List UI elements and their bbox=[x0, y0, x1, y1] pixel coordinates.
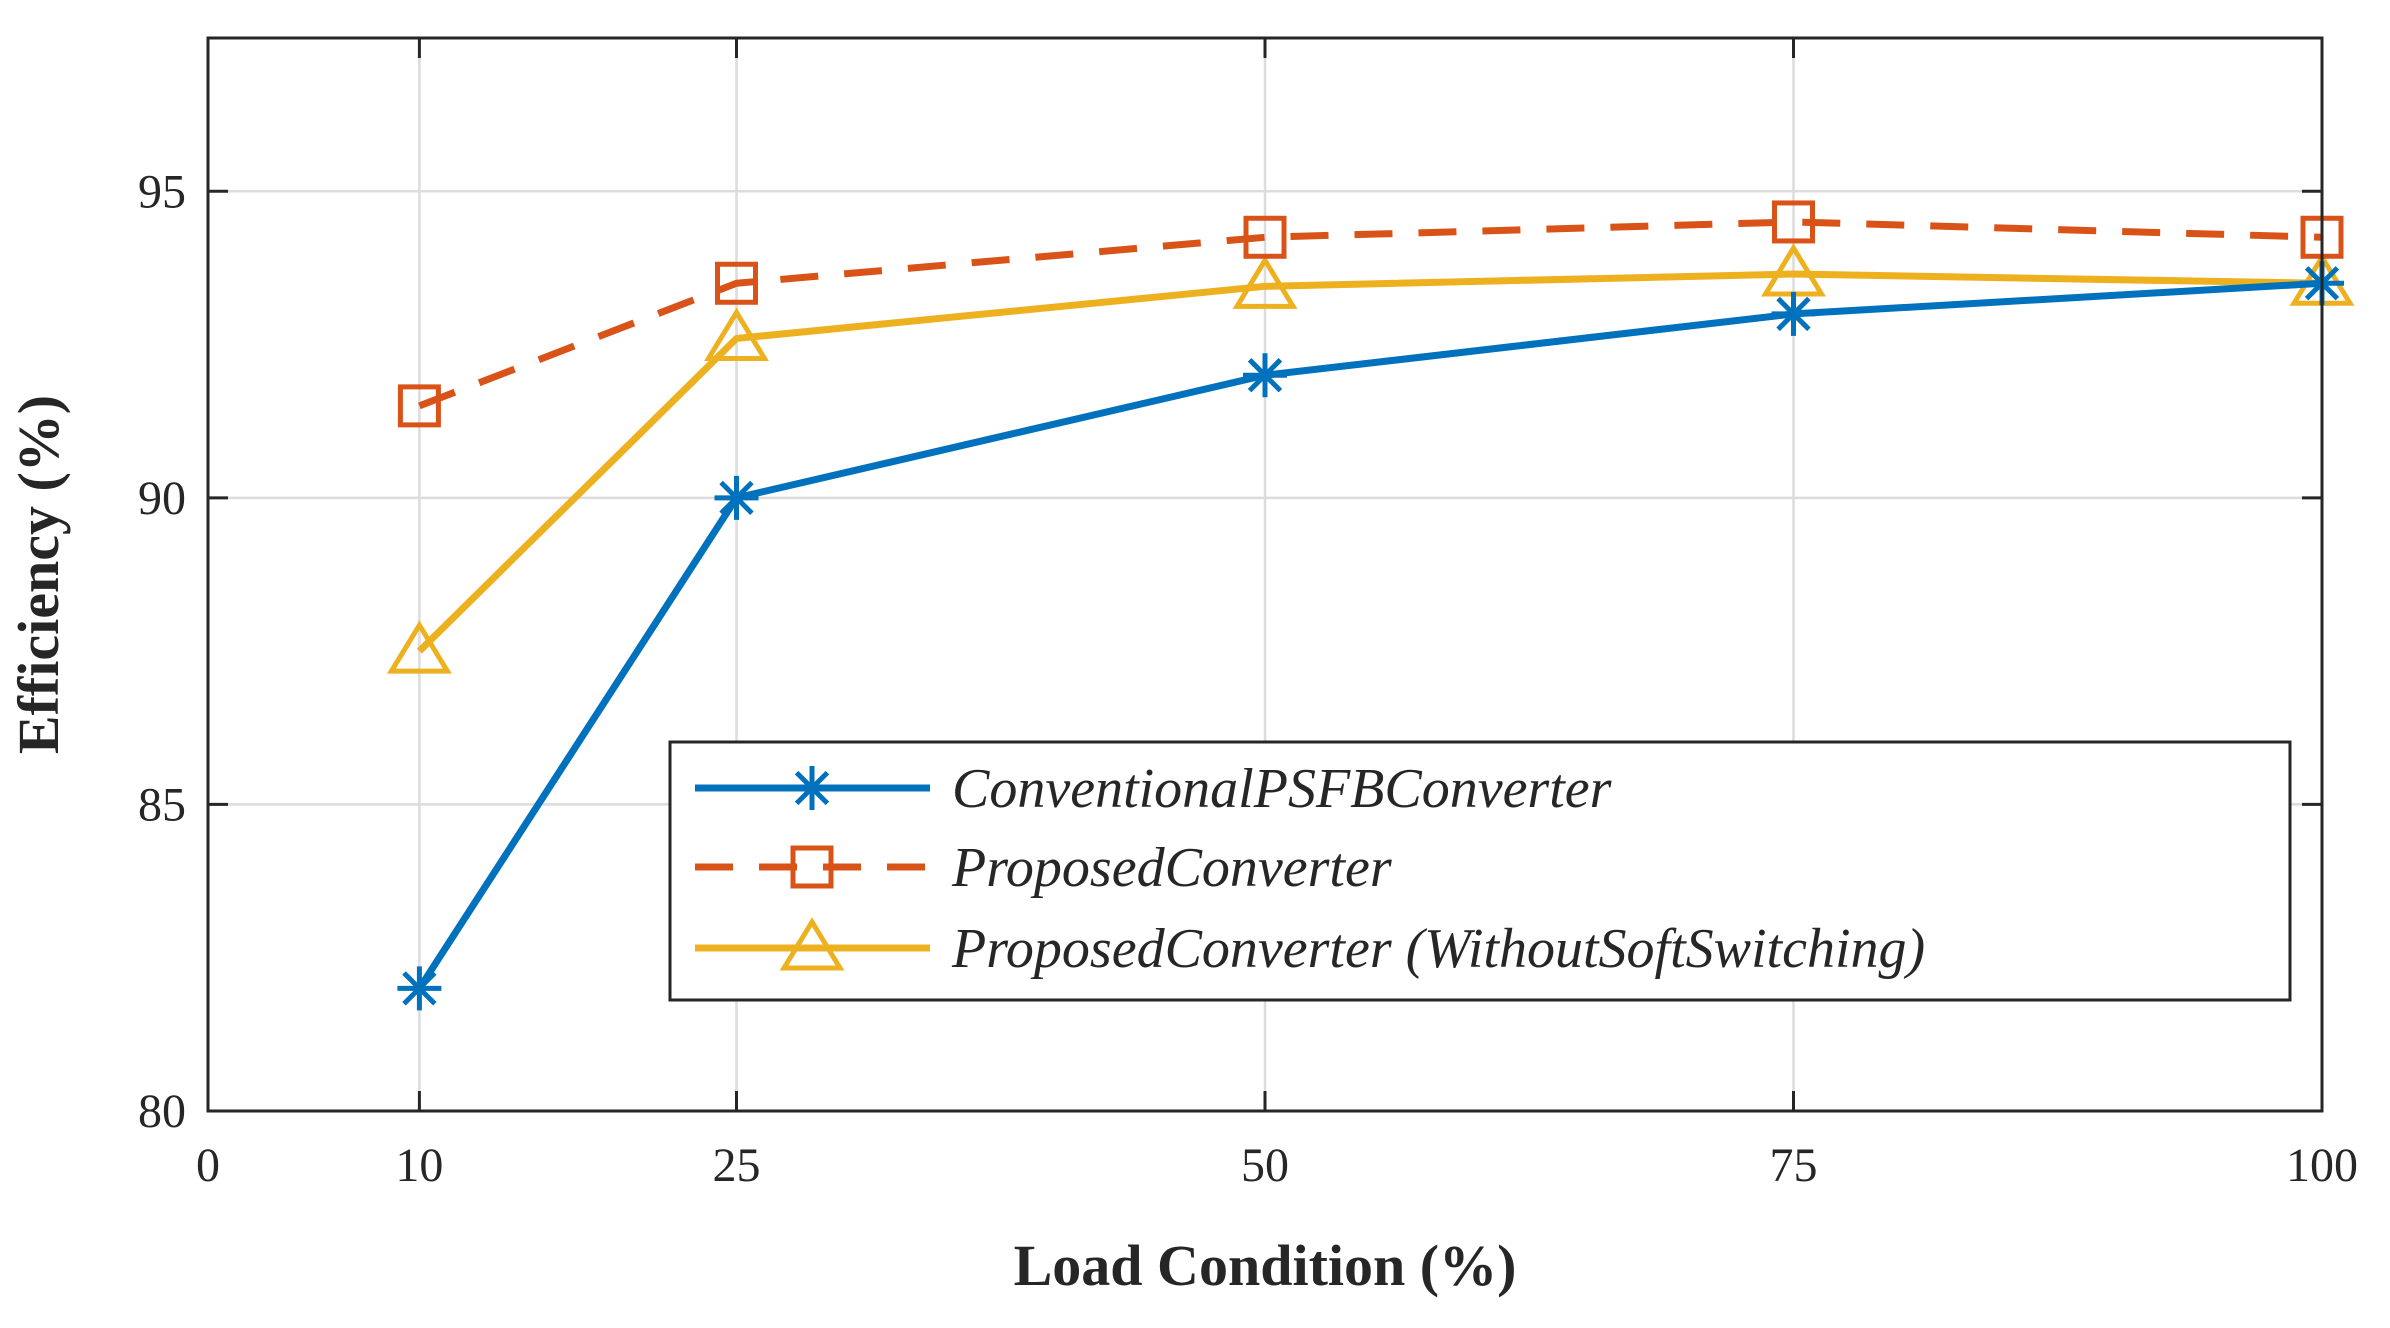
legend-marker bbox=[790, 766, 834, 810]
series-line bbox=[416, 270, 2323, 654]
series-point bbox=[715, 261, 758, 305]
legend-marker bbox=[779, 917, 845, 971]
legend-label: ConventionalPSFBConverter bbox=[952, 758, 1612, 820]
legend-item-1: ProposedConverter bbox=[695, 837, 1392, 899]
legend-marker bbox=[790, 845, 834, 889]
legend-item-0: ConventionalPSFBConverter bbox=[695, 758, 1612, 820]
series-point bbox=[1243, 353, 1287, 398]
series-point bbox=[397, 384, 441, 428]
series-0 bbox=[397, 261, 2344, 1011]
series-point bbox=[704, 307, 769, 361]
legend-item-2: ProposedConverter (WithoutSoftSwitching) bbox=[695, 917, 1925, 980]
x-axis-title: Load Condition (%) bbox=[1014, 1233, 1517, 1298]
x-tick-label: 0 bbox=[196, 1139, 220, 1192]
series-line bbox=[418, 218, 2323, 410]
legend: ConventionalPSFBConverter ProposedConvert… bbox=[668, 740, 2292, 1002]
tick-layer: 0 10 25 50 75 100 80 85 90 95 bbox=[138, 38, 2358, 1192]
y-tick-label: 90 bbox=[138, 472, 186, 525]
series-point bbox=[397, 966, 442, 1011]
series-point bbox=[714, 475, 759, 520]
series-point bbox=[1771, 291, 1816, 336]
y-axis-title: Efficiency (%) bbox=[6, 395, 71, 754]
x-tick-label: 100 bbox=[2286, 1139, 2358, 1192]
series-1 bbox=[397, 200, 2344, 428]
x-tick-label: 25 bbox=[713, 1139, 761, 1192]
x-tick-label: 50 bbox=[1241, 1139, 1289, 1192]
series-point bbox=[1243, 215, 1287, 259]
series-point bbox=[386, 620, 452, 674]
legend-label: ProposedConverter (WithoutSoftSwitching) bbox=[951, 918, 1925, 980]
y-tick-label: 80 bbox=[138, 1085, 186, 1138]
legend-box bbox=[668, 740, 2292, 1002]
x-tick-label: 10 bbox=[395, 1139, 443, 1192]
y-tick-label: 85 bbox=[138, 778, 186, 831]
y-tick-label: 95 bbox=[138, 165, 186, 218]
series-point bbox=[1772, 200, 1815, 244]
series-point bbox=[1232, 255, 1298, 309]
legend-label: ProposedConverter bbox=[951, 837, 1392, 899]
x-tick-label: 75 bbox=[1770, 1139, 1818, 1192]
